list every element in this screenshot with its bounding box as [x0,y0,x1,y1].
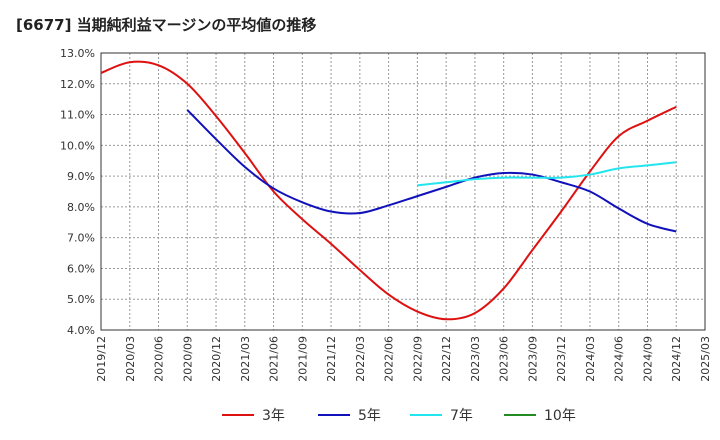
legend-label-5y: 5年 [358,408,381,424]
legend-label-7y: 7年 [450,408,473,424]
x-tick-label: 2021/09 [296,336,309,382]
series-line-7年 [417,161,677,187]
legend-swatch-10y [504,414,536,416]
series-line-3年 [100,60,677,321]
chart-title: [6677] 当期純利益マージンの平均値の推移 [16,16,317,34]
x-tick-label: 2021/03 [239,336,252,382]
x-tick-label: 2023/12 [555,336,568,382]
x-axis-ticks: 2019/12 2020/03 2020/06 2020/09 2020/12 2021/… [95,336,712,382]
x-tick-label: 2019/12 [95,336,108,382]
legend-swatch-5y [318,414,350,416]
x-tick-label: 2022/09 [411,336,424,382]
y-tick-label: 7.0% [67,232,95,245]
x-tick-label: 2023/09 [526,336,539,382]
x-tick-label: 2024/06 [613,336,626,382]
x-tick-label: 2022/03 [354,336,367,382]
y-tick-label: 4.0% [67,324,95,337]
legend: 3年 5年 7年 10年 [0,403,720,427]
y-tick-label: 11.0% [60,109,95,122]
legend-item-10y: 10年 [504,403,576,427]
x-tick-label: 2021/12 [325,336,338,382]
x-tick-label: 2025/03 [699,336,712,382]
y-tick-label: 8.0% [67,201,95,214]
legend-label-10y: 10年 [544,408,576,424]
y-tick-label: 10.0% [60,139,95,152]
legend-swatch-3y [222,414,254,416]
plot-area [101,53,705,330]
legend-label-3y: 3年 [262,408,285,424]
x-tick-label: 2021/06 [268,336,281,382]
y-tick-label: 9.0% [67,170,95,183]
x-tick-label: 2020/06 [153,336,166,382]
x-tick-label: 2020/12 [210,336,223,382]
x-tick-label: 2020/03 [124,336,137,382]
plot-border [100,52,706,331]
y-tick-label: 5.0% [67,293,95,306]
x-tick-label: 2023/03 [469,336,482,382]
x-tick-label: 2020/09 [181,336,194,382]
y-tick-label: 13.0% [60,47,95,60]
legend-item-5y: 5年 [318,403,381,427]
series-lines [100,60,677,321]
y-axis-ticks: 4.0% 5.0% 6.0% 7.0% 8.0% 9.0% 10.0% 11.0% 12.0% 1… [60,47,95,337]
x-tick-label: 2024/03 [584,336,597,382]
x-tick-label: 2022/12 [440,336,453,382]
legend-item-7y: 7年 [410,403,473,427]
y-tick-label: 12.0% [60,78,95,91]
legend-swatch-7y [410,414,442,416]
x-tick-label: 2024/12 [670,336,683,382]
x-tick-label: 2023/06 [498,336,511,382]
series-line-5年 [186,109,677,233]
legend-item-3y: 3年 [222,403,285,427]
x-tick-label: 2024/09 [641,336,654,382]
x-tick-label: 2022/06 [383,336,396,382]
y-tick-label: 6.0% [67,262,95,275]
